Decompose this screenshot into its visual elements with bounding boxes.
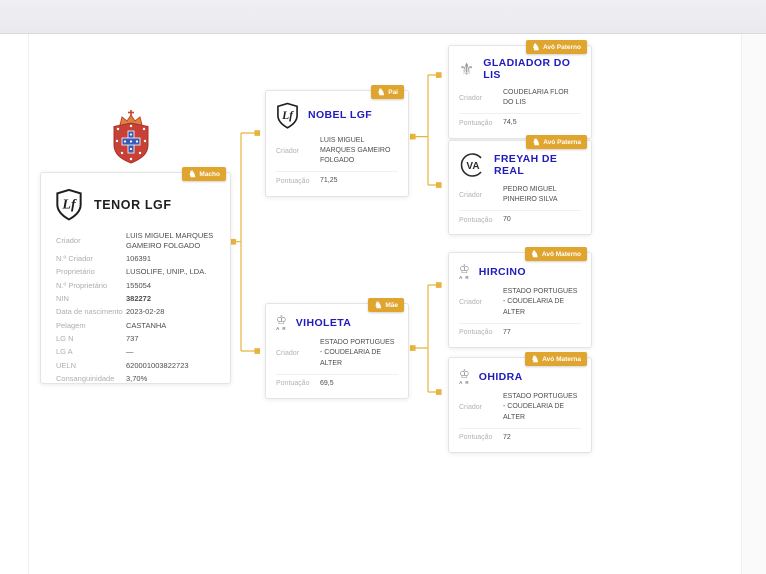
horse-name[interactable]: OHIDRA bbox=[478, 371, 523, 384]
alter-real-icon: ♔ A R bbox=[459, 367, 470, 386]
svg-text:Lf: Lf bbox=[61, 198, 77, 213]
field-row: Criador LUIS MIGUEL MARQUES GAMEIRO FOLGA… bbox=[56, 230, 214, 250]
right-gutter bbox=[741, 34, 766, 574]
fleur-de-lis-icon: ⚜ bbox=[459, 59, 475, 79]
horse-icon: ♞ bbox=[530, 248, 539, 259]
horse-icon: ♞ bbox=[374, 299, 383, 310]
field-row: Proprietário LUSOLIFE, UNIP., LDA. bbox=[56, 267, 207, 277]
relation-badge: ♞ Avô Materno bbox=[524, 247, 587, 261]
horse-icon: ♞ bbox=[532, 136, 541, 147]
horse-name[interactable]: HIRCINO bbox=[478, 266, 526, 279]
top-band bbox=[0, 0, 766, 34]
content-left-edge bbox=[28, 34, 29, 574]
field-row: LG A — bbox=[56, 347, 134, 357]
va-monogram-icon: VA bbox=[459, 152, 485, 178]
maternal-grandsire-card[interactable]: ♞ Avô Materno ♔ A R HIRCINO Criador ESTAD… bbox=[448, 247, 592, 348]
sire-card[interactable]: ♞ Pai Lf NOBEL LGF Criador LUIS MIGUEL MA… bbox=[265, 85, 409, 197]
field-row-nin: NIN 382272 bbox=[56, 292, 217, 305]
relation-badge: ♞ Avó Paterna bbox=[526, 135, 587, 149]
relation-badge: ♞ Avô Paterno bbox=[525, 40, 587, 54]
horse-name[interactable]: GLADIADOR DO LIS bbox=[483, 57, 571, 82]
relation-badge: ♞ Pai bbox=[371, 85, 404, 99]
subject-name: TENOR LGF bbox=[94, 197, 172, 212]
sex-badge-label: Macho bbox=[199, 170, 220, 178]
horse-name[interactable]: NOBEL LGF bbox=[308, 109, 373, 122]
subject-fields: Criador LUIS MIGUEL MARQUES GAMEIRO FOLGA… bbox=[41, 227, 230, 386]
dam-card[interactable]: ♞ Mãe ♔ A R VIHOLETA Criador ESTADO PORTU… bbox=[265, 298, 409, 399]
horse-icon: ♞ bbox=[531, 353, 540, 364]
lf-shield-icon: Lf bbox=[55, 188, 83, 221]
horse-name[interactable]: VIHOLETA bbox=[295, 317, 352, 330]
relation-badge: ♞ Mãe bbox=[368, 298, 404, 312]
field-row: LG N 737 bbox=[56, 333, 139, 343]
paternal-grandsire-card[interactable]: ♞ Avô Paterno ⚜ GLADIADOR DO LIS Criador… bbox=[448, 40, 592, 139]
field-row: N.º Proprietário 155054 bbox=[56, 280, 152, 290]
breed-association-emblem bbox=[113, 110, 149, 164]
alter-real-icon: ♔ A R bbox=[276, 313, 287, 332]
subject-card[interactable]: ♞ Macho Lf TENOR LGF Criador LUIS MIGUEL … bbox=[40, 167, 231, 386]
horse-name[interactable]: FREYAH DE REAL bbox=[494, 152, 558, 177]
horse-icon: ♞ bbox=[188, 168, 197, 179]
maternal-granddam-card[interactable]: ♞ Avó Materna ♔ A R OHIDRA Criador ESTADO… bbox=[448, 352, 592, 453]
nin-link[interactable]: 382272 bbox=[126, 293, 152, 303]
horse-icon: ♞ bbox=[531, 41, 540, 52]
field-row: N.º Criador 106391 bbox=[56, 254, 152, 264]
field-row: Consanguinidade 3,70% bbox=[56, 373, 148, 383]
lf-shield-icon: Lf bbox=[276, 102, 299, 129]
svg-text:VA: VA bbox=[466, 161, 479, 172]
svg-text:Lf: Lf bbox=[281, 110, 294, 122]
paternal-granddam-card[interactable]: ♞ Avó Paterna VA FREYAH DE REAL Criador P… bbox=[448, 135, 592, 236]
sex-badge: ♞ Macho bbox=[182, 167, 226, 181]
horse-icon: ♞ bbox=[377, 86, 386, 97]
field-row: Data de nascimento 2023-02-28 bbox=[56, 307, 165, 317]
field-row: UELN 620001003822723 bbox=[56, 360, 189, 370]
alter-real-icon: ♔ A R bbox=[459, 262, 470, 281]
relation-badge: ♞ Avó Materna bbox=[525, 352, 587, 366]
field-row: Pelagem CASTANHA bbox=[56, 320, 167, 330]
